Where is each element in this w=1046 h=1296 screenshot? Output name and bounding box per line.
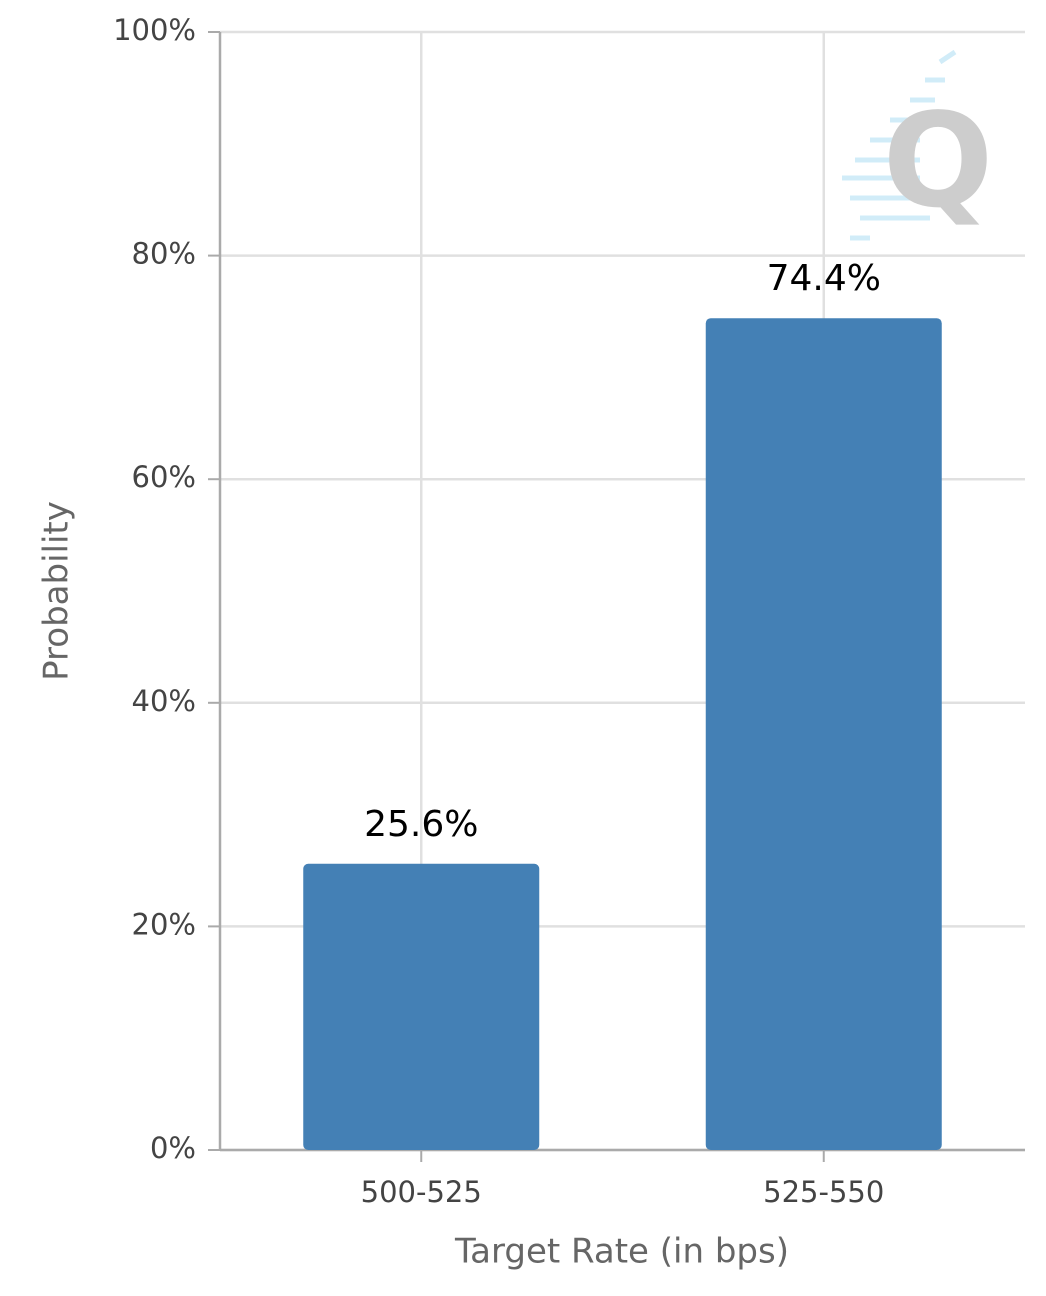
y-axis-title: Probability xyxy=(37,501,77,681)
watermark: Q xyxy=(842,49,994,241)
x-tick-label: 525-550 xyxy=(763,1175,884,1209)
y-tick-label: 60% xyxy=(132,460,196,494)
value-label: 74.4% xyxy=(767,258,881,299)
y-tick-label: 80% xyxy=(132,237,196,271)
y-tick-label: 40% xyxy=(132,684,196,718)
bar xyxy=(705,318,942,1150)
y-tick-label: 100% xyxy=(113,13,196,47)
svg-text:Q: Q xyxy=(883,85,994,237)
y-tick-label: 20% xyxy=(132,907,196,941)
x-axis-title: Target Rate (in bps) xyxy=(454,1232,789,1272)
value-label: 25.6% xyxy=(364,804,478,845)
y-tick-label: 0% xyxy=(150,1131,196,1165)
bar xyxy=(303,863,540,1150)
x-tick-label: 500-525 xyxy=(361,1175,482,1209)
